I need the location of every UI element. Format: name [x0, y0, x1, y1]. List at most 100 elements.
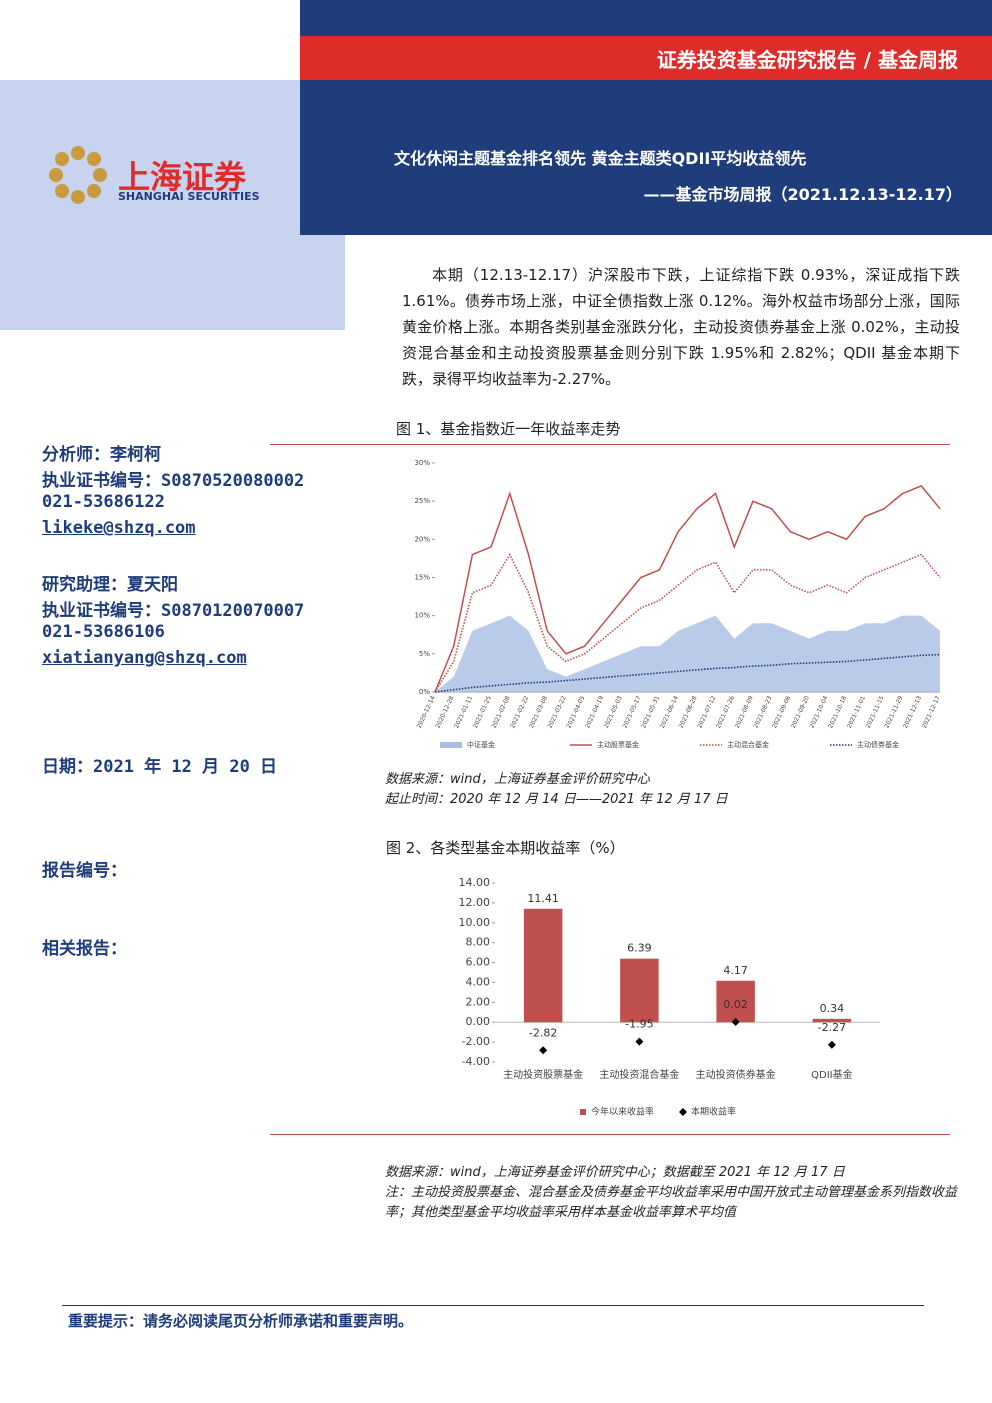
x-tick-label: 2021-06-28	[678, 695, 699, 730]
x-tick-label: 主动投资混合基金	[599, 1068, 679, 1081]
y-tick-label: 8.00	[466, 936, 491, 949]
x-tick-label: 主动投资债券基金	[696, 1068, 776, 1081]
y-tick-label: 25%	[414, 497, 430, 505]
legend-swatch	[440, 742, 462, 748]
logo-cn: 上海证券	[118, 158, 247, 196]
legend-swatch	[679, 1108, 687, 1116]
y-tick-label: 6.00	[466, 956, 491, 969]
bar	[716, 980, 755, 1023]
y-tick-label: 2.00	[466, 995, 491, 1008]
analyst-phone: 021-53686122	[42, 492, 165, 512]
y-tick-label: 5%	[419, 650, 430, 658]
y-tick-label: 14.00	[459, 876, 491, 889]
figure-title: 图 2、各类型基金本期收益率（%）	[386, 839, 625, 857]
source: 注：主动投资股票基金、混合基金及债券基金平均收益率采用中国开放式主动管理基金系列…	[385, 1185, 958, 1220]
x-tick-label: 2021-06-14	[659, 695, 680, 730]
analyst: 分析师：李柯柯	[42, 445, 161, 465]
area	[435, 615, 940, 692]
x-tick-label: 2020-12-28	[434, 695, 455, 730]
line	[434, 653, 941, 693]
x-tick-label: QDII基金	[811, 1068, 852, 1081]
y-tick-label: 0.00	[466, 1015, 491, 1028]
logo-icon	[49, 146, 107, 204]
title: 文化休闲主题基金排名领先 黄金主题类QDII平均收益领先	[394, 149, 807, 168]
logo-en: SHANGHAI SECURITIES	[118, 190, 260, 203]
marker	[539, 1046, 548, 1055]
value-label: -2.27	[818, 1021, 846, 1034]
subtitle: ——基金市场周报（2021.12.13-12.17）	[643, 185, 962, 204]
x-tick-label: 2021-09-06	[771, 695, 792, 730]
legend-label: 主动混合基金	[727, 740, 769, 749]
x-tick-label: 2021-08-23	[752, 695, 773, 730]
legend-label: 本期收益率	[691, 1106, 736, 1118]
x-tick-label: 2021-03-22	[547, 695, 568, 730]
rule	[62, 1305, 924, 1306]
legend-label: 今年以来收益率	[591, 1106, 654, 1118]
analyst-cert: 执业证书编号：S0870520080002	[42, 471, 305, 491]
footer: 重要提示：请务必阅读尾页分析师承诺和重要声明。	[68, 1312, 414, 1330]
y-tick-label: -4.00	[462, 1055, 490, 1068]
report-no: 报告编号：	[42, 861, 127, 881]
bar	[620, 958, 659, 1023]
x-tick-label: 2021-11-01	[846, 695, 867, 730]
value-label: 6.39	[627, 942, 652, 955]
legend-label: 主动股票基金	[597, 740, 639, 749]
y-tick-label: -2.00	[462, 1035, 490, 1048]
source: 数据来源：wind，上海证券基金评价研究中心；数据截至 2021 年 12 月 …	[385, 1165, 845, 1180]
x-tick-label: 2021-09-20	[790, 695, 811, 730]
x-tick-label: 2021-01-25	[472, 695, 493, 730]
x-tick-label: 2021-05-31	[640, 695, 661, 730]
logo-panel	[0, 80, 345, 330]
value-label: 0.02	[723, 998, 748, 1011]
legend-label: 主动债券基金	[857, 740, 899, 749]
x-tick-label: 2020-12-14	[416, 695, 437, 730]
y-tick-label: 15%	[414, 574, 430, 582]
figure-title: 图 1、基金指数近一年收益率走势	[396, 420, 621, 438]
related: 相关报告：	[42, 939, 127, 959]
x-tick-label: 2021-05-17	[621, 695, 642, 730]
date: 日期：2021 年 12 月 20 日	[42, 757, 278, 777]
chart: 0%5%10%15%20%25%30%2020-12-142020-12-282…	[414, 459, 942, 749]
marker	[635, 1037, 644, 1046]
value-label: -1.95	[625, 1018, 653, 1031]
source: 数据来源：wind，上海证券基金评价研究中心	[385, 772, 650, 787]
legend-swatch	[580, 1109, 586, 1115]
x-tick-label: 2021-10-04	[809, 695, 830, 730]
rule	[270, 444, 950, 445]
x-tick-label: 2021-04-19	[584, 695, 605, 730]
x-tick-label: 2021-10-18	[827, 695, 848, 730]
line	[434, 552, 941, 693]
legend-label: 中证基金	[467, 740, 495, 749]
x-tick-label: 2021-12-13	[902, 695, 923, 730]
bar	[812, 1018, 852, 1023]
value-label: -2.82	[529, 1026, 557, 1039]
rule	[270, 1134, 950, 1135]
value-label: 11.41	[527, 892, 559, 905]
x-tick-label: 2021-04-05	[565, 695, 586, 730]
y-tick-label: 10%	[414, 612, 430, 620]
analyst-email: likeke@shzq.com	[42, 518, 196, 538]
x-tick-label: 2021-11-15	[865, 695, 886, 730]
header-strip	[300, 36, 992, 80]
value-label: 4.17	[723, 964, 748, 977]
y-tick-label: 30%	[414, 459, 430, 467]
x-tick-label: 2021-01-11	[453, 695, 474, 730]
source: 起止时间：2020 年 12 月 14 日——2021 年 12 月 17 日	[385, 792, 728, 807]
bar	[523, 908, 563, 1023]
x-tick-label: 2021-07-12	[696, 695, 717, 730]
x-tick-label: 2021-07-26	[715, 695, 736, 730]
x-tick-label: 2021-11-29	[883, 695, 904, 730]
marker	[827, 1040, 836, 1049]
y-tick-label: 10.00	[459, 916, 491, 929]
y-tick-label: 20%	[414, 535, 430, 543]
summary: 本期（12.13-12.17）沪深股市下跌，上证综指下跌 0.93%，深证成指下…	[402, 266, 960, 388]
y-tick-label: 0%	[419, 688, 430, 696]
x-tick-label: 主动投资股票基金	[503, 1068, 583, 1081]
y-tick-label: 4.00	[466, 975, 491, 988]
x-tick-label: 2021-12-17	[921, 695, 942, 730]
marker	[731, 1018, 740, 1027]
x-tick-label: 2021-03-08	[528, 695, 549, 730]
assistant-cert: 执业证书编号：S0870120070007	[42, 601, 305, 621]
x-tick-label: 2021-05-03	[603, 695, 624, 730]
report-type: 证券投资基金研究报告 / 基金周报	[656, 48, 958, 72]
